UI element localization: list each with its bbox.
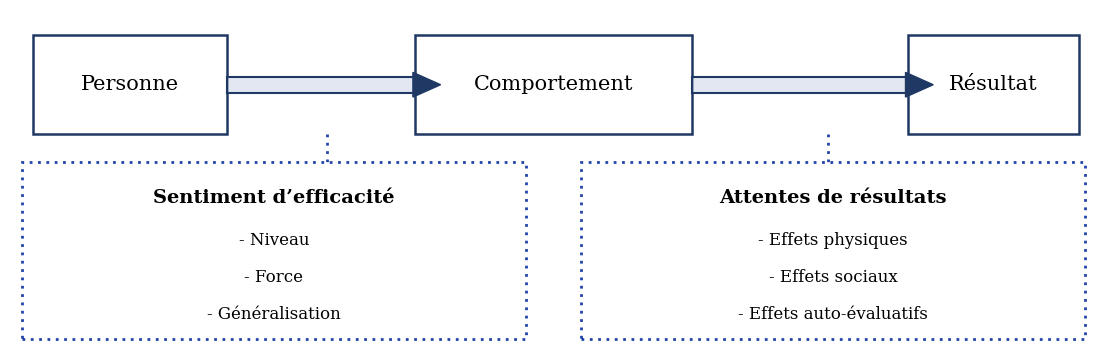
Polygon shape: [906, 72, 933, 97]
Polygon shape: [413, 72, 441, 97]
Text: Sentiment d’efficacité: Sentiment d’efficacité: [153, 189, 395, 207]
Text: Personne: Personne: [81, 75, 179, 94]
Text: Comportement: Comportement: [474, 75, 633, 94]
FancyBboxPatch shape: [22, 162, 526, 339]
Text: - Effets physiques: - Effets physiques: [758, 232, 908, 249]
Text: Résultat: Résultat: [949, 75, 1038, 94]
Text: - Généralisation: - Généralisation: [207, 306, 341, 323]
FancyBboxPatch shape: [227, 77, 413, 92]
Text: Attentes de résultats: Attentes de résultats: [720, 189, 946, 207]
FancyBboxPatch shape: [908, 35, 1079, 134]
Text: - Force: - Force: [245, 269, 303, 286]
Text: - Effets sociaux: - Effets sociaux: [768, 269, 898, 286]
Text: - Niveau: - Niveau: [239, 232, 309, 249]
FancyBboxPatch shape: [692, 77, 906, 92]
FancyBboxPatch shape: [33, 35, 227, 134]
FancyBboxPatch shape: [415, 35, 692, 134]
Text: - Effets auto-évaluatifs: - Effets auto-évaluatifs: [738, 306, 928, 323]
FancyBboxPatch shape: [581, 162, 1085, 339]
